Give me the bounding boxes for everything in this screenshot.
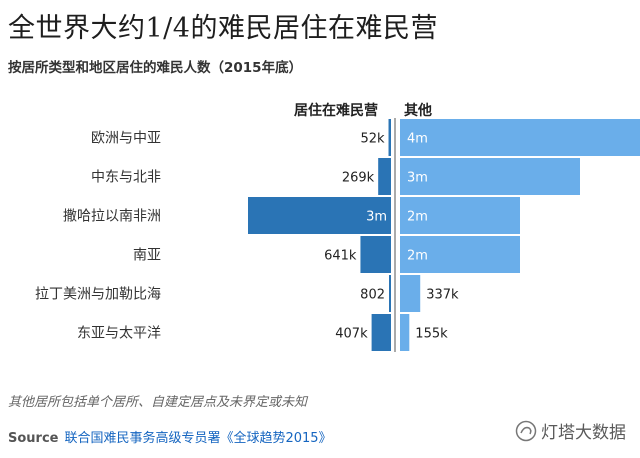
value-label-other-row-3: 2m: [407, 249, 428, 264]
bar-camp-row-5: [371, 314, 391, 351]
bar-camp-row-0: [388, 119, 391, 156]
chart-subtitle: 按居所类型和地区居住的难民人数（2015年底）: [8, 60, 303, 76]
bar-other-row-1: [400, 158, 580, 195]
legend-camp: 居住在难民营: [294, 103, 378, 119]
category-label-row-2: 撒哈拉以南非洲: [63, 209, 161, 225]
category-label-row-5: 东亚与太平洋: [77, 326, 161, 342]
value-label-other-row-5: 155k: [415, 327, 448, 342]
bar-camp-row-4: [389, 275, 391, 312]
bar-camp-row-2: [248, 197, 391, 234]
bar-camp-row-1: [378, 158, 391, 195]
category-label-row-1: 中东与北非: [91, 170, 161, 186]
value-label-other-row-4: 337k: [426, 288, 459, 303]
value-label-camp-row-3: 641k: [324, 249, 357, 264]
category-label-row-4: 拉丁美洲与加勒比海: [35, 287, 161, 303]
footnote: 其他居所包括单个居所、自建定居点及未界定或未知: [8, 395, 308, 410]
value-label-other-row-0: 4m: [407, 132, 428, 147]
bar-camp-row-3: [360, 236, 391, 273]
value-label-other-row-2: 2m: [407, 210, 428, 225]
value-label-camp-row-2: 3m: [366, 210, 387, 225]
bar-other-row-5: [400, 314, 410, 351]
bar-other-row-0: [400, 119, 640, 156]
source-link[interactable]: 联合国难民事务高级专员署《全球趋势2015》: [64, 431, 332, 446]
chart-title: 全世界大约1/4的难民居住在难民营: [8, 13, 438, 44]
source-line: Source 联合国难民事务高级专员署《全球趋势2015》: [8, 427, 332, 446]
category-label-row-3: 南亚: [133, 248, 161, 264]
value-label-camp-row-0: 52k: [360, 132, 385, 147]
bar-other-row-3: [400, 236, 520, 273]
watermark: 灯塔大数据: [515, 418, 626, 443]
bar-other-row-2: [400, 197, 520, 234]
legend-other: 其他: [404, 103, 432, 119]
value-label-camp-row-4: 802: [360, 288, 385, 303]
value-label-other-row-1: 3m: [407, 171, 428, 186]
value-label-camp-row-1: 269k: [342, 171, 375, 186]
wechat-icon: [515, 420, 537, 441]
source-key: Source: [8, 431, 59, 446]
value-label-camp-row-5: 407k: [335, 327, 368, 342]
watermark-text: 灯塔大数据: [541, 423, 626, 443]
bar-other-row-4: [400, 275, 421, 312]
category-label-row-0: 欧洲与中亚: [91, 131, 161, 147]
